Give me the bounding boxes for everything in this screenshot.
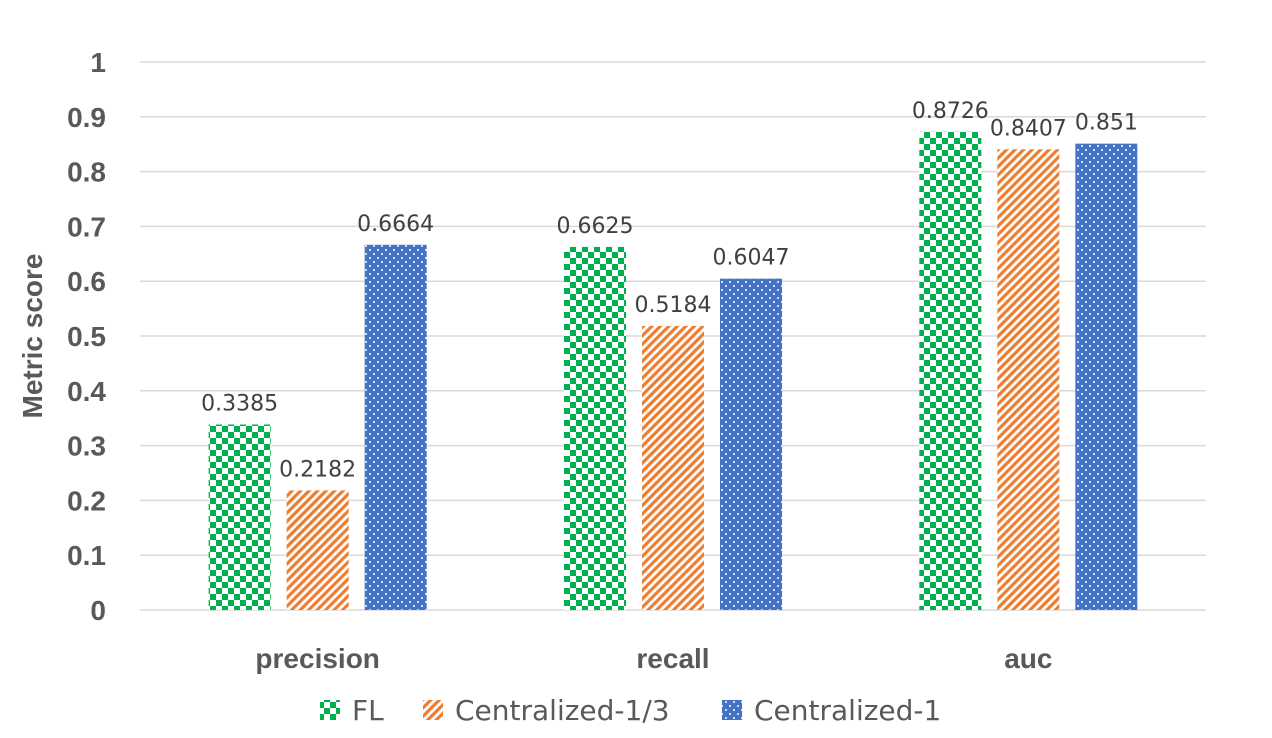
data-label: 0.6047 (713, 246, 790, 271)
legend: FL Centralized-1/3 Centralized-1 (320, 694, 941, 727)
y-tick-label: 0.6 (67, 266, 106, 297)
y-tick-label: 0.3 (67, 431, 106, 462)
y-tick-label: 0.5 (67, 321, 106, 352)
bar-fl-precision (208, 424, 271, 610)
x-category-label: recall (636, 643, 709, 674)
bar-centralized-1-auc (1075, 143, 1138, 611)
legend-swatch (423, 700, 443, 720)
legend-item: FL (320, 694, 384, 727)
y-tick-label: 1 (90, 47, 106, 78)
y-axis-title: Metric score (17, 254, 48, 419)
x-category-label: precision (255, 643, 379, 674)
bar-fl-recall (564, 246, 626, 610)
legend-swatch (722, 700, 742, 720)
legend-swatch (320, 700, 340, 720)
bar-centralized-1-3-auc (997, 149, 1060, 611)
y-tick-label: 0.2 (67, 485, 106, 516)
y-tick-label: 0.9 (67, 102, 106, 133)
bar-centralized-1-3-precision (286, 490, 349, 610)
y-tick-label: 0.7 (67, 211, 106, 242)
data-label: 0.5184 (635, 293, 712, 318)
y-tick-label: 0.8 (67, 157, 106, 188)
bar-centralized-1-3-recall (642, 325, 704, 610)
data-label: 0.851 (1075, 111, 1138, 136)
data-label: 0.3385 (201, 392, 278, 417)
data-label: 0.2182 (279, 457, 356, 482)
y-tick-label: 0.1 (67, 540, 106, 571)
legend-label: Centralized-1 (754, 694, 941, 727)
x-axis-categories: precision recall auc (255, 643, 1052, 674)
y-axis-ticks: 0 0.1 0.2 0.3 0.4 0.5 0.6 0.7 0.8 0.9 1 (67, 47, 106, 626)
y-tick-label: 0 (90, 595, 106, 626)
legend-item: Centralized-1/3 (423, 694, 670, 727)
bar-centralized-1-precision (364, 244, 427, 610)
y-tick-label: 0.4 (67, 376, 106, 407)
bars (208, 131, 1138, 611)
legend-label: Centralized-1/3 (455, 694, 670, 727)
bar-centralized-1-recall (720, 278, 782, 610)
legend-item: Centralized-1 (722, 694, 941, 727)
data-label: 0.8407 (990, 116, 1067, 141)
data-label: 0.8726 (912, 99, 989, 124)
data-label: 0.6664 (357, 212, 434, 237)
bar-fl-auc (919, 131, 982, 611)
data-label: 0.6625 (557, 214, 634, 239)
x-category-label: auc (1004, 643, 1052, 674)
legend-label: FL (352, 694, 384, 727)
